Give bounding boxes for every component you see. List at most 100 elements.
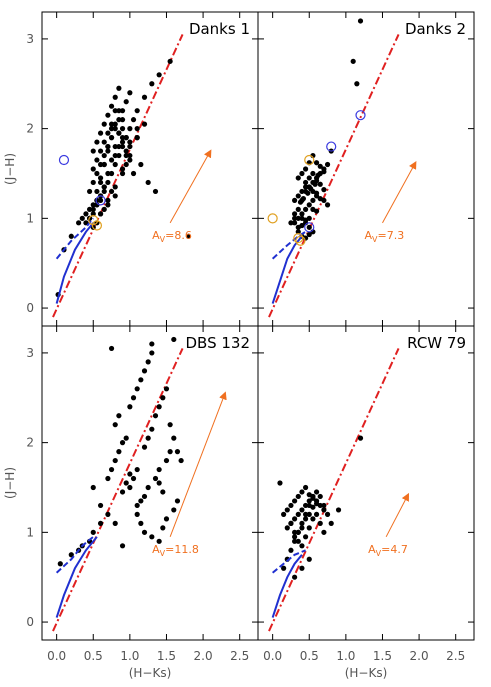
plot-area: [52, 336, 184, 632]
data-point: [119, 489, 126, 495]
data-point: [127, 139, 133, 145]
data-point: [149, 350, 155, 356]
data-point: [90, 484, 96, 491]
data-point: [127, 126, 133, 132]
data-point: [123, 148, 129, 154]
data-point: [312, 181, 318, 187]
data-point: [295, 193, 301, 199]
data-point: [116, 85, 122, 91]
extinction-label: AV=4.7: [368, 543, 408, 558]
y-tick-label: 3: [26, 346, 34, 360]
data-point: [112, 143, 118, 150]
open-circle-marker: [304, 222, 315, 233]
data-point: [302, 184, 309, 190]
data-point: [127, 157, 133, 163]
data-point: [127, 143, 133, 150]
data-point: [171, 507, 177, 513]
data-point: [83, 220, 89, 226]
data-point: [292, 516, 298, 522]
panel-3: AV=11.8 0.0 0.5 1.0 1.5 2.0 2.5 0 1 2 3 DBS 132 (J−H…: [3, 325, 259, 680]
data-point: [101, 161, 107, 168]
data-point: [112, 126, 118, 132]
data-point: [288, 520, 294, 526]
data-point: [134, 502, 140, 509]
panel-title: DBS 132: [186, 334, 251, 352]
data-point: [302, 534, 309, 540]
data-point: [90, 202, 96, 208]
data-point: [101, 188, 107, 195]
data-point: [292, 538, 298, 544]
data-point: [321, 502, 327, 509]
data-point: [68, 552, 74, 558]
data-point: [299, 211, 305, 217]
data-point: [108, 170, 115, 177]
data-point: [112, 161, 118, 168]
data-point: [105, 475, 111, 482]
sequence-dashed: [55, 536, 94, 574]
data-point: [306, 175, 312, 181]
data-point: [97, 211, 104, 217]
data-point: [145, 179, 151, 186]
data-point: [108, 157, 115, 163]
data-point: [116, 152, 122, 159]
extinction-label: AV=8.6: [152, 229, 192, 244]
data-point: [292, 529, 298, 535]
data-point: [57, 561, 63, 567]
data-point: [141, 444, 148, 450]
data-point: [90, 148, 96, 154]
plot-area: [52, 34, 192, 318]
data-point: [94, 170, 100, 177]
data-point: [134, 108, 140, 114]
data-point: [156, 466, 162, 473]
data-point: [68, 233, 74, 239]
data-point: [313, 160, 320, 166]
data-point: [295, 215, 301, 221]
x-tick-label: 1.5: [157, 649, 176, 663]
data-point: [97, 502, 104, 509]
data-point: [134, 511, 140, 517]
data-point: [97, 179, 104, 186]
data-point: [97, 161, 104, 168]
data-point: [149, 81, 155, 87]
data-point: [167, 58, 173, 64]
data-point: [149, 534, 155, 540]
data-point: [152, 413, 159, 419]
extinction-arrow: [169, 149, 212, 224]
data-point: [167, 449, 173, 455]
data-point: [119, 170, 126, 177]
data-point: [116, 413, 122, 419]
open-circle-marker: [88, 215, 99, 226]
data-point: [156, 538, 162, 544]
data-point: [90, 529, 96, 535]
data-point: [116, 143, 122, 150]
data-point: [306, 525, 312, 531]
data-point: [299, 543, 305, 549]
data-point: [130, 170, 137, 177]
data-point: [123, 435, 129, 441]
data-point: [119, 543, 126, 549]
data-point: [105, 511, 111, 517]
data-point: [108, 135, 115, 141]
data-point: [94, 197, 100, 203]
data-point: [300, 196, 306, 202]
data-point: [357, 18, 364, 24]
y-tick-label: 2: [26, 122, 34, 136]
extinction-arrow: [385, 492, 410, 538]
data-point: [328, 520, 334, 526]
data-point: [160, 489, 166, 495]
extinction-label: AV=11.8: [152, 543, 199, 558]
data-point: [105, 179, 111, 186]
sequence-dashed: [55, 217, 95, 260]
data-point: [94, 139, 100, 145]
y-tick-label: 2: [26, 436, 34, 450]
data-point: [119, 166, 126, 172]
data-point: [310, 152, 316, 159]
data-point: [178, 457, 184, 464]
reddening-line: [52, 34, 184, 318]
data-point: [156, 72, 162, 78]
data-point: [86, 206, 93, 212]
open-circle-marker: [91, 220, 103, 231]
data-point: [90, 166, 96, 172]
extinction-label: AV=7.3: [364, 229, 404, 244]
